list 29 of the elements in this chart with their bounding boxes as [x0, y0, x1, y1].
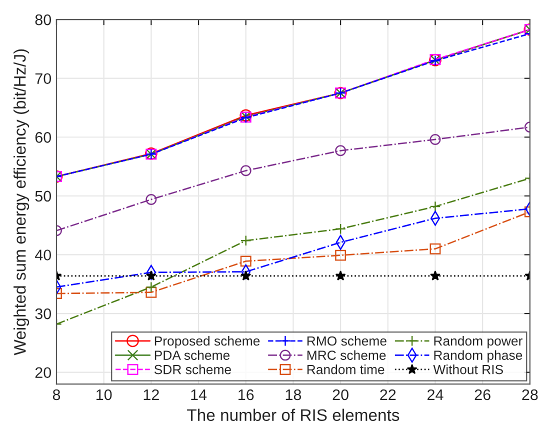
- legend-label: Random time: [307, 364, 384, 374]
- x-tick-label: 28: [522, 389, 538, 400]
- legend-label: Without RIS: [433, 364, 503, 374]
- x-tick-label: 8: [52, 389, 60, 400]
- x-axis-title: The number of RIS elements: [187, 408, 400, 421]
- y-tick-label: 20: [35, 367, 52, 378]
- y-tick-label: 30: [35, 308, 52, 320]
- x-tick-label: 10: [96, 389, 112, 400]
- y-tick-label: 50: [35, 190, 52, 202]
- x-tick-label: 16: [238, 389, 254, 400]
- legend-label: MRC scheme: [307, 350, 386, 360]
- x-tick-label: 14: [191, 390, 207, 400]
- legend-label: Random phase: [434, 350, 522, 363]
- legend-label: RMO scheme: [307, 336, 386, 346]
- legend-label: Random power: [434, 336, 522, 348]
- y-tick-label: 70: [35, 73, 52, 84]
- y-tick-label: 60: [35, 132, 52, 143]
- x-tick-label: 22: [380, 389, 396, 400]
- y-tick-label: 80: [35, 14, 52, 26]
- legend-label: Proposed scheme: [154, 336, 260, 348]
- legend-label: SDR scheme: [154, 364, 231, 374]
- x-tick-label: 20: [332, 389, 348, 400]
- legend-label: PDA scheme: [154, 350, 230, 360]
- x-tick-label: 18: [286, 389, 302, 400]
- y-tick-label: 40: [34, 250, 52, 260]
- x-tick-label: 24: [428, 389, 444, 400]
- y-axis-title: Weighted sum energy efficiency (bit/Hz/J): [14, 49, 30, 356]
- x-tick-label: 26: [474, 389, 490, 400]
- x-tick-label: 12: [144, 389, 159, 400]
